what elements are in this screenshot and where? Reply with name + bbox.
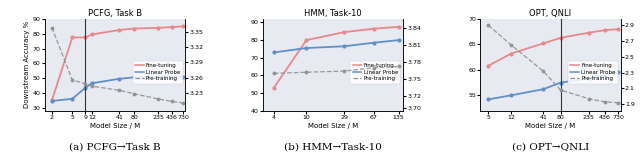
Text: (b) HMM→Task-10: (b) HMM→Task-10 (284, 143, 381, 152)
Title: OPT, QNLI: OPT, QNLI (529, 9, 572, 18)
Legend: Fine-tuning, Linear Probe, Pre-training: Fine-tuning, Linear Probe, Pre-training (350, 61, 400, 83)
X-axis label: Model Size / M: Model Size / M (308, 123, 358, 129)
X-axis label: Model Size / M: Model Size / M (525, 123, 576, 129)
Title: PCFG, Task B: PCFG, Task B (88, 9, 142, 18)
Text: (c) OPT→QNLI: (c) OPT→QNLI (512, 143, 589, 152)
Legend: Fine-tuning, Linear Probe, Pre-training: Fine-tuning, Linear Probe, Pre-training (132, 61, 182, 83)
Title: HMM, Task-10: HMM, Task-10 (304, 9, 362, 18)
Text: (a) PCFG→Task B: (a) PCFG→Task B (69, 143, 161, 152)
Legend: Fine-tuning, Linear Probe, Pre-training: Fine-tuning, Linear Probe, Pre-training (568, 61, 618, 83)
X-axis label: Model Size / M: Model Size / M (90, 123, 140, 129)
Y-axis label: Downstream Accuracy %: Downstream Accuracy % (24, 21, 30, 108)
